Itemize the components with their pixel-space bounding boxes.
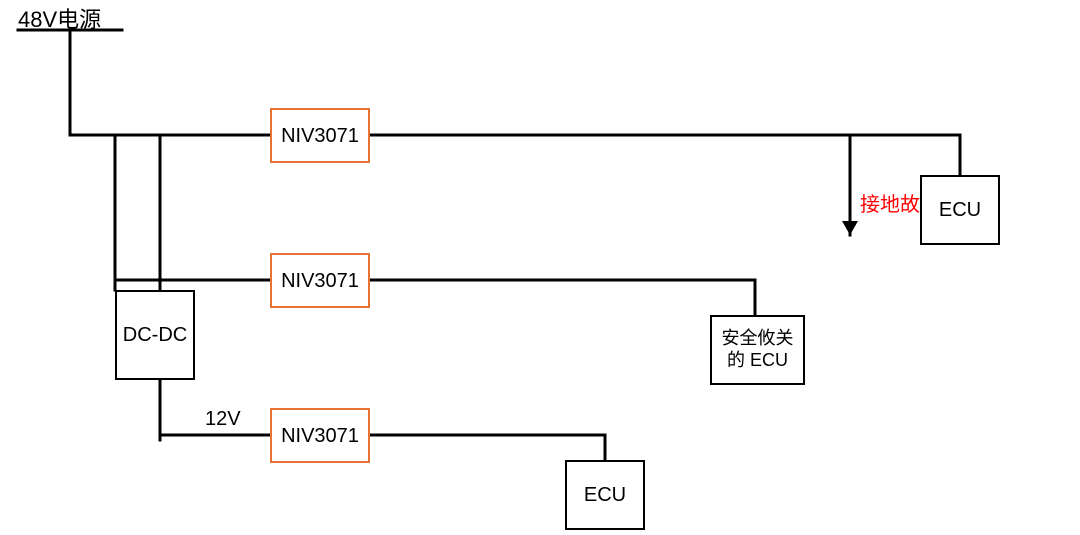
ecu-label: ECU <box>939 198 981 222</box>
safety-ecu-label: 安全攸关 的 ECU <box>722 328 794 371</box>
niv3071-label: NIV3071 <box>281 269 359 293</box>
ecu-box-bottom: ECU <box>565 460 645 530</box>
niv3071-box-3: NIV3071 <box>270 408 370 463</box>
wire-layer <box>0 0 1080 535</box>
niv3071-label: NIV3071 <box>281 124 359 148</box>
niv3071-box-2: NIV3071 <box>270 253 370 308</box>
niv3071-label: NIV3071 <box>281 424 359 448</box>
ecu-box-top: ECU <box>920 175 1000 245</box>
safety-ecu-box: 安全攸关 的 ECU <box>710 315 805 385</box>
ecu-label: ECU <box>584 483 626 507</box>
12v-label: 12V <box>205 408 241 431</box>
source-label: 48V电源 <box>18 2 101 34</box>
dcdc-box: DC-DC <box>115 290 195 380</box>
dcdc-label: DC-DC <box>123 323 187 347</box>
niv3071-box-1: NIV3071 <box>270 108 370 163</box>
